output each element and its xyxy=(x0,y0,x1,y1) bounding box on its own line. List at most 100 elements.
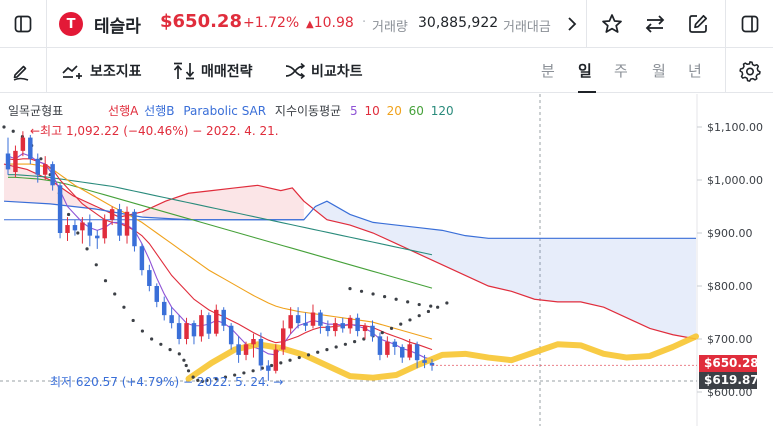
candle-body xyxy=(42,164,48,175)
ichimoku-cloud xyxy=(142,185,304,220)
psar-dot xyxy=(242,371,246,375)
candle-body xyxy=(258,339,264,366)
indicators-label: 보조지표 xyxy=(90,63,142,80)
trading-strategy-button[interactable]: 매매전략 xyxy=(173,48,253,93)
candle-body xyxy=(288,315,293,329)
legend-ichimoku[interactable]: 일목균형표 xyxy=(8,104,64,118)
psar-dot xyxy=(113,292,117,296)
stock-chart[interactable] xyxy=(0,94,773,426)
psar-dot xyxy=(417,314,421,318)
candle-body xyxy=(154,286,160,302)
leading-span-a-line xyxy=(3,163,697,340)
legend-ema-5: 5 xyxy=(349,104,358,118)
psar-dot xyxy=(445,301,449,305)
candle-body xyxy=(50,164,55,186)
legend-ema-20: 20 xyxy=(386,104,402,118)
candle-body xyxy=(303,323,308,326)
change-amount: ▲10.98 xyxy=(306,15,354,31)
star-icon xyxy=(602,14,622,33)
chart-settings-button[interactable] xyxy=(726,48,773,93)
period-year[interactable]: 년 xyxy=(688,62,702,80)
tesla-logo-icon: T xyxy=(59,12,83,36)
ema-line-ma10 xyxy=(7,158,433,351)
candle-body xyxy=(347,317,353,329)
candle-body xyxy=(333,323,338,332)
cross-arrows-icon xyxy=(285,62,305,79)
candle-body xyxy=(95,235,100,239)
psar-dot xyxy=(200,379,204,383)
psar-dot xyxy=(394,297,398,301)
psar-dot xyxy=(371,292,375,296)
period-day[interactable]: 일 xyxy=(578,62,592,80)
volume-label: 거래량 xyxy=(372,20,408,35)
candle-body xyxy=(355,317,360,332)
gear-icon xyxy=(738,60,761,82)
current-price: $650.28 xyxy=(160,11,242,32)
volume-value: 30,885,922 xyxy=(418,15,499,31)
sidebar-left-icon xyxy=(14,15,32,33)
favorite-button[interactable] xyxy=(595,0,629,48)
legend-lead-span-a: 선행A xyxy=(108,104,139,118)
legend-ema-120: 120 xyxy=(430,104,454,118)
panel-toggle-button[interactable] xyxy=(726,0,773,48)
period-month[interactable]: 월 xyxy=(652,62,666,80)
header-scroll-right-button[interactable] xyxy=(559,0,585,48)
psar-dot xyxy=(408,318,412,322)
candle-body xyxy=(221,309,226,326)
candle-body xyxy=(191,323,197,337)
candle-body xyxy=(117,209,122,236)
compare-chart-button[interactable]: 비교차트 xyxy=(285,48,363,93)
period-minute[interactable]: 분 xyxy=(541,62,555,80)
y-tick-label: $1,100.00 xyxy=(707,121,763,134)
candle-body xyxy=(273,349,279,371)
toolbar-divider xyxy=(46,48,47,93)
change-percent: +1.72% xyxy=(243,15,300,31)
chevron-right-icon xyxy=(568,17,577,31)
psar-dot xyxy=(11,129,15,133)
candle-body xyxy=(362,325,368,332)
candle-body xyxy=(132,211,137,247)
pen-draw-icon xyxy=(13,65,29,81)
candle-body xyxy=(385,341,390,355)
toolbar-divider xyxy=(725,48,726,93)
y-tick-label: $900.00 xyxy=(707,227,753,240)
psar-dot xyxy=(251,369,255,373)
stock-name: 테슬라 xyxy=(94,17,141,37)
psar-dot xyxy=(348,287,352,291)
forecast-path xyxy=(185,333,699,382)
psar-dot xyxy=(306,353,311,357)
drawing-tool-button[interactable] xyxy=(0,48,42,93)
psar-dot xyxy=(380,331,384,335)
candle-body xyxy=(147,270,152,286)
candle-body xyxy=(318,312,323,326)
high-price-annotation: ←최고 1,092.22 (−40.46%) − 2022. 4. 21. xyxy=(30,124,279,138)
legend-parabolic-sar[interactable]: Parabolic SAR xyxy=(183,104,267,118)
triangle-up-icon: ▲ xyxy=(306,19,314,30)
candle-body xyxy=(109,209,115,220)
candle-body xyxy=(35,158,40,175)
psar-dot xyxy=(66,212,71,217)
header-divider xyxy=(46,0,47,48)
psar-dot xyxy=(186,369,191,373)
psar-dot xyxy=(233,373,237,377)
candle-body xyxy=(80,222,85,231)
psar-dot xyxy=(316,350,320,354)
candle-body xyxy=(310,312,316,326)
legend-ema-60: 60 xyxy=(408,104,424,118)
legend-ema[interactable]: 지수이동평균 xyxy=(274,104,342,118)
indicators-button[interactable]: 보조지표 xyxy=(62,48,142,93)
psar-dot xyxy=(39,157,43,161)
psar-dot xyxy=(383,295,387,299)
candle-body xyxy=(377,336,383,355)
psar-dot xyxy=(150,337,154,341)
sidebar-toggle-button[interactable] xyxy=(0,0,46,48)
y-tick-label: $1,000.00 xyxy=(707,174,763,187)
ichimoku-cloud xyxy=(315,201,696,339)
low-price-tag: $619.87 xyxy=(699,372,759,389)
edit-button[interactable] xyxy=(681,0,715,48)
switch-stock-button[interactable] xyxy=(638,0,672,48)
header-separator: · xyxy=(362,15,367,30)
stock-header: T 테슬라 $650.28 +1.72% ▲10.98 · 거래량 30,885… xyxy=(0,0,773,48)
period-week[interactable]: 주 xyxy=(614,62,628,80)
candle-body xyxy=(102,219,107,239)
